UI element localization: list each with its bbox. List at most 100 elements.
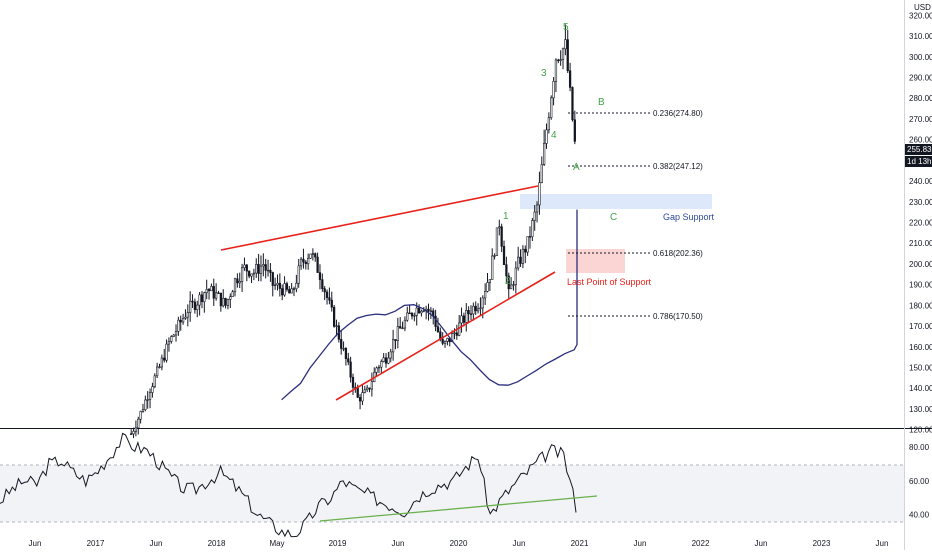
candle-body: [545, 129, 548, 144]
candle-body: [309, 253, 312, 259]
candle-body: [217, 292, 220, 294]
candle-body: [474, 305, 477, 312]
candle-body: [240, 267, 244, 282]
candle-body: [443, 341, 447, 344]
candle-body: [528, 236, 532, 238]
candle-body: [165, 343, 168, 361]
candle-body: [193, 301, 197, 311]
price-pane[interactable]: [0, 0, 904, 428]
price-tick-label: 270.00: [909, 115, 932, 124]
candle-body: [250, 273, 253, 277]
candle-body: [514, 267, 517, 285]
time-axis[interactable]: Jun 2017 Jun 2018 May 2019 Jun 2020 Jun 2021 Jun 20…: [29, 539, 889, 548]
candle-body: [146, 399, 149, 401]
price-tick-label: 300.00: [909, 53, 932, 62]
candle-body: [436, 326, 440, 333]
candle-body: [205, 289, 208, 294]
candle-body: [248, 270, 251, 277]
candle-body: [394, 339, 397, 341]
candle-body: [292, 288, 296, 290]
candle-body: [557, 59, 560, 62]
candle-body: [406, 312, 409, 321]
candle-body: [524, 248, 527, 253]
price-axis[interactable]: 320.00 310.00 300.00 290.00 280.00 270.00 260.…: [909, 11, 932, 434]
time-tick-label: May: [269, 539, 284, 548]
candle-body: [387, 357, 390, 364]
candle-body: [422, 310, 425, 312]
candle-body: [181, 318, 185, 323]
fib-786-label: 0.786(170.50): [653, 312, 703, 321]
candle-body: [153, 375, 156, 387]
candle-body: [347, 358, 350, 363]
candle-body: [278, 282, 281, 289]
candle-body: [512, 284, 515, 286]
time-tick-label: Jun: [150, 539, 163, 548]
last-price-value: 255.83: [907, 145, 932, 154]
candle-body: [288, 289, 291, 294]
candle-body: [351, 376, 355, 388]
moving-average-line: [281, 209, 578, 401]
candle-body: [210, 286, 213, 292]
time-tick-label: 2023: [813, 539, 831, 548]
candle-body: [375, 367, 378, 373]
candle-body: [314, 253, 317, 258]
candle-body: [382, 357, 385, 362]
candle-body: [356, 387, 359, 398]
rsi-tick-label: 40.00: [909, 511, 930, 520]
candle-body: [547, 117, 550, 131]
candle-body: [484, 291, 487, 299]
candle-body: [172, 334, 175, 337]
gap-support-label: Gap Support: [663, 212, 715, 222]
candle-body: [389, 351, 392, 359]
candle-body: [163, 357, 166, 361]
candle-body: [344, 348, 348, 359]
last-support-zone: [566, 249, 625, 273]
candle-body: [198, 294, 201, 306]
price-tick-label: 140.00: [909, 384, 932, 393]
price-tick-label: 210.00: [909, 239, 932, 248]
candle-body: [274, 284, 277, 287]
candle-body: [566, 39, 569, 72]
candle-body: [238, 280, 241, 284]
candle-body: [472, 305, 475, 315]
price-tick-label: 260.00: [909, 136, 932, 145]
candle-body: [212, 286, 215, 299]
candle-body: [502, 246, 506, 266]
time-tick-label: 2017: [87, 539, 105, 548]
candle-body: [297, 265, 300, 284]
candle-body: [295, 282, 298, 290]
candle-body: [519, 256, 522, 264]
candle-body: [132, 430, 135, 435]
time-tick-label: 2018: [208, 539, 226, 548]
candle-body: [144, 399, 147, 411]
fib-236-label: 0.236(274.80): [653, 109, 703, 118]
candle-body: [368, 387, 371, 390]
candle-body: [219, 292, 222, 307]
price-tick-label: 180.00: [909, 301, 932, 310]
candle-body: [571, 87, 574, 121]
candle-body: [299, 258, 303, 267]
time-tick-label: Jun: [513, 539, 526, 548]
candle-body: [476, 308, 480, 312]
candle-body: [427, 308, 430, 312]
wave-2-label: 2: [505, 276, 511, 287]
candle-body: [271, 272, 274, 286]
candle-body: [540, 164, 543, 183]
candle-body: [453, 332, 456, 334]
candle-body: [342, 348, 345, 350]
candle-body: [311, 253, 315, 255]
candle-body: [349, 361, 352, 378]
candle-body: [158, 366, 161, 369]
candle-body: [177, 319, 180, 332]
time-tick-label: Jun: [755, 539, 768, 548]
candle-body: [191, 300, 194, 303]
candle-body: [245, 264, 248, 272]
candle-body: [366, 387, 369, 391]
candle-body: [335, 325, 338, 327]
candle-body: [283, 283, 286, 296]
candle-body: [561, 48, 565, 60]
time-tick-label: 2019: [329, 539, 347, 548]
time-tick-label: Jun: [392, 539, 405, 548]
